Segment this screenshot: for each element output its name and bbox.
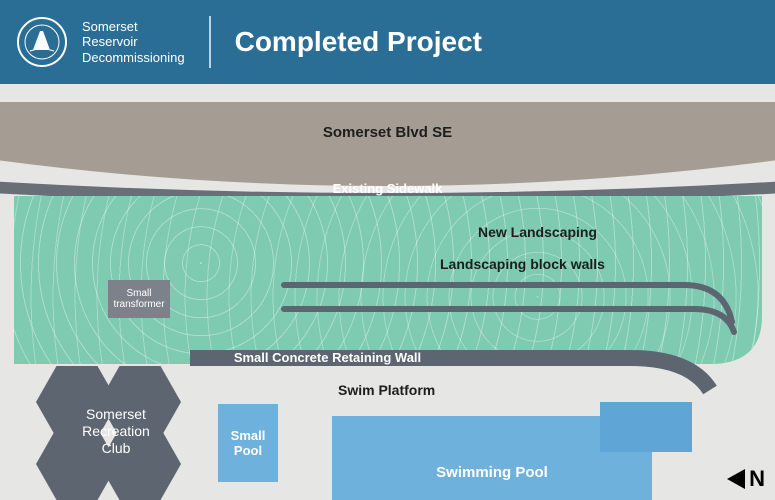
small-pool-label: Small Pool xyxy=(231,428,266,458)
site-plan: Somerset Blvd SE Existing Sidewalk New L… xyxy=(0,84,775,500)
road-shape xyxy=(0,102,775,186)
north-indicator: N xyxy=(727,466,765,492)
header-left: Somerset Reservoir Decommissioning xyxy=(16,16,211,68)
road-area xyxy=(0,102,775,190)
block-wall-lower xyxy=(284,306,734,312)
recreation-club: Somerset Recreation Club xyxy=(36,362,196,500)
diagram-root: Somerset Reservoir Decommissioning Compl… xyxy=(0,0,775,500)
landscaping-label: New Landscaping xyxy=(300,224,775,240)
block-walls-label: Landscaping block walls xyxy=(440,256,605,272)
sidewalk-label: Existing Sidewalk xyxy=(0,181,775,196)
north-label: N xyxy=(749,466,765,492)
block-wall-upper xyxy=(284,282,734,288)
city-seal-logo xyxy=(16,16,68,68)
small-pool: Small Pool xyxy=(218,404,278,482)
swim-platform-label: Swim Platform xyxy=(338,382,435,398)
recreation-club-label: Somerset Recreation Club xyxy=(36,406,196,456)
north-arrow-icon xyxy=(727,469,745,489)
swimming-pool-label: Swimming Pool xyxy=(436,464,548,481)
project-title: Completed Project xyxy=(235,26,482,58)
transformer-label: Small transformer xyxy=(113,288,164,310)
small-transformer: Small transformer xyxy=(108,280,170,318)
swimming-pool-annex xyxy=(600,402,692,452)
road-label: Somerset Blvd SE xyxy=(0,124,775,141)
project-subtitle: Somerset Reservoir Decommissioning xyxy=(82,19,185,66)
project-header: Somerset Reservoir Decommissioning Compl… xyxy=(0,0,775,84)
